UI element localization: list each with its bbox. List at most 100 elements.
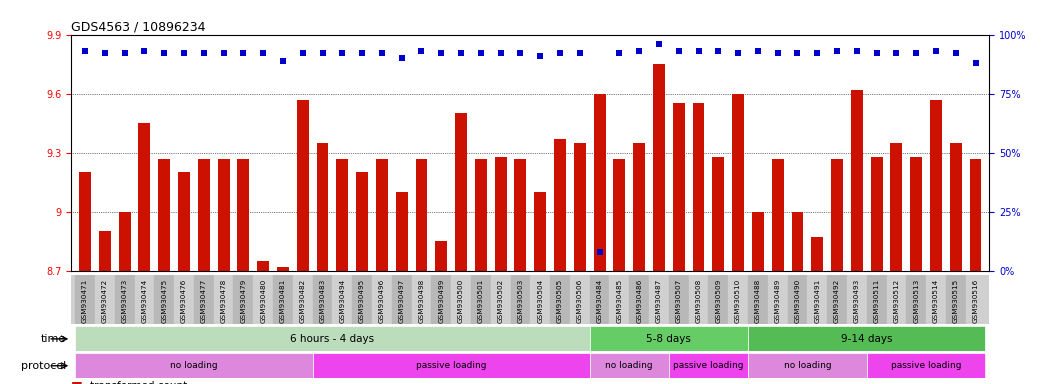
Text: GSM930505: GSM930505 xyxy=(557,278,563,323)
Bar xyxy=(787,275,807,324)
Bar xyxy=(455,113,467,271)
Bar xyxy=(594,94,605,271)
Point xyxy=(414,48,430,54)
Text: GSM930510: GSM930510 xyxy=(735,278,741,323)
Bar xyxy=(138,123,151,271)
Text: GSM930486: GSM930486 xyxy=(637,278,642,323)
Text: GSM930476: GSM930476 xyxy=(181,278,187,323)
Point xyxy=(452,50,469,56)
Bar xyxy=(158,159,171,271)
Text: no loading: no loading xyxy=(170,361,218,370)
Text: GSM930483: GSM930483 xyxy=(319,278,326,323)
Text: GSM930472: GSM930472 xyxy=(102,278,108,323)
Point xyxy=(928,48,944,54)
Bar xyxy=(198,159,209,271)
Bar xyxy=(293,275,313,324)
Text: GSM930497: GSM930497 xyxy=(399,278,405,323)
Text: GSM930516: GSM930516 xyxy=(973,278,979,323)
Bar xyxy=(75,353,313,378)
Point xyxy=(828,48,845,54)
Bar xyxy=(372,275,392,324)
Bar xyxy=(115,275,134,324)
Bar xyxy=(316,143,329,271)
Bar xyxy=(729,275,748,324)
Bar xyxy=(376,159,387,271)
Text: GSM930490: GSM930490 xyxy=(795,278,801,323)
Text: GSM930514: GSM930514 xyxy=(933,278,939,323)
Text: GSM930515: GSM930515 xyxy=(953,278,959,323)
Bar xyxy=(233,275,253,324)
Point xyxy=(294,50,311,56)
Point xyxy=(136,48,153,54)
Bar xyxy=(970,159,981,271)
Text: 9-14 days: 9-14 days xyxy=(841,334,892,344)
Text: GSM930502: GSM930502 xyxy=(497,278,504,323)
Text: GSM930513: GSM930513 xyxy=(913,278,919,323)
Bar xyxy=(570,275,589,324)
Bar xyxy=(709,275,729,324)
Text: no loading: no loading xyxy=(605,361,653,370)
Point xyxy=(967,60,984,66)
Text: GSM930511: GSM930511 xyxy=(873,278,879,323)
Text: 5-8 days: 5-8 days xyxy=(646,334,691,344)
Text: GSM930487: GSM930487 xyxy=(655,278,662,323)
Bar xyxy=(732,94,744,271)
Bar xyxy=(748,353,867,378)
Bar xyxy=(831,159,843,271)
Point xyxy=(116,50,133,56)
Bar xyxy=(807,275,827,324)
Bar xyxy=(277,267,289,271)
Bar xyxy=(273,275,293,324)
Text: GSM930478: GSM930478 xyxy=(221,278,226,323)
Point xyxy=(216,50,232,56)
Point xyxy=(334,50,351,56)
Text: GSM930471: GSM930471 xyxy=(82,278,88,323)
Bar xyxy=(313,353,589,378)
Bar xyxy=(154,275,174,324)
Bar xyxy=(416,159,427,271)
Point xyxy=(848,48,865,54)
Text: passive loading: passive loading xyxy=(673,361,743,370)
Text: GSM930482: GSM930482 xyxy=(299,278,306,323)
Text: protocol: protocol xyxy=(21,361,66,371)
Text: GSM930501: GSM930501 xyxy=(477,278,484,323)
Point xyxy=(670,48,687,54)
Point xyxy=(176,50,193,56)
Text: GSM930477: GSM930477 xyxy=(201,278,207,323)
Text: GSM930485: GSM930485 xyxy=(617,278,622,323)
Bar xyxy=(411,275,431,324)
Text: GSM930488: GSM930488 xyxy=(755,278,761,323)
Bar xyxy=(98,231,111,271)
Bar xyxy=(475,159,487,271)
Bar xyxy=(396,192,407,271)
Bar xyxy=(589,326,748,351)
Point xyxy=(789,50,806,56)
Point xyxy=(572,50,588,56)
Bar xyxy=(673,103,685,271)
Text: GSM930503: GSM930503 xyxy=(517,278,524,323)
Bar xyxy=(772,159,783,271)
Bar xyxy=(867,275,887,324)
Bar xyxy=(692,103,705,271)
Text: GSM930507: GSM930507 xyxy=(675,278,682,323)
Text: GSM930499: GSM930499 xyxy=(439,278,444,323)
Text: passive loading: passive loading xyxy=(416,361,487,370)
Bar xyxy=(649,275,669,324)
Text: GSM930495: GSM930495 xyxy=(359,278,365,323)
Bar xyxy=(95,275,115,324)
Bar xyxy=(927,275,945,324)
Bar xyxy=(491,275,511,324)
Text: GSM930484: GSM930484 xyxy=(597,278,603,323)
Text: GSM930512: GSM930512 xyxy=(893,278,899,323)
Point xyxy=(196,50,213,56)
Bar xyxy=(851,90,863,271)
Bar xyxy=(471,275,491,324)
Text: GSM930493: GSM930493 xyxy=(853,278,860,323)
Point xyxy=(472,50,489,56)
Bar xyxy=(811,237,823,271)
Point xyxy=(552,50,569,56)
Text: passive loading: passive loading xyxy=(891,361,961,370)
Point xyxy=(908,50,925,56)
Text: GSM930504: GSM930504 xyxy=(537,278,543,323)
Point xyxy=(156,50,173,56)
